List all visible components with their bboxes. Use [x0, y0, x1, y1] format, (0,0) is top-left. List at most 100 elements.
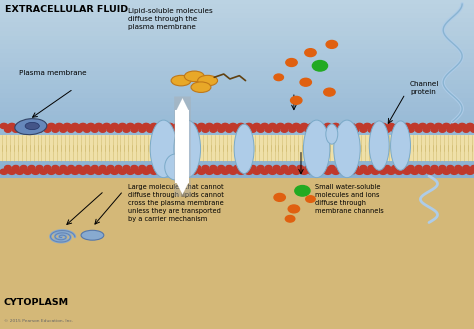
Circle shape — [376, 128, 383, 132]
Circle shape — [352, 128, 359, 132]
Circle shape — [435, 123, 442, 129]
Circle shape — [242, 128, 248, 132]
Circle shape — [297, 165, 303, 170]
Circle shape — [163, 165, 169, 170]
Bar — [0, 147, 474, 151]
Circle shape — [68, 128, 74, 132]
Circle shape — [289, 165, 296, 170]
Bar — [0, 27, 474, 31]
Circle shape — [308, 169, 316, 174]
Circle shape — [142, 123, 150, 129]
Circle shape — [284, 123, 292, 129]
Circle shape — [292, 123, 300, 129]
Circle shape — [64, 169, 71, 174]
Circle shape — [253, 123, 261, 129]
Circle shape — [253, 169, 261, 174]
Circle shape — [301, 123, 308, 129]
Circle shape — [395, 169, 403, 174]
Circle shape — [123, 128, 130, 132]
Circle shape — [234, 165, 240, 170]
Circle shape — [458, 123, 466, 129]
Circle shape — [245, 169, 253, 174]
Bar — [0, 5, 474, 9]
Ellipse shape — [191, 82, 211, 92]
Circle shape — [403, 169, 410, 174]
Bar — [0, 0, 474, 4]
Circle shape — [295, 186, 310, 196]
Circle shape — [100, 128, 106, 132]
Circle shape — [431, 165, 438, 170]
Circle shape — [5, 165, 11, 170]
Circle shape — [348, 123, 356, 129]
Circle shape — [47, 123, 55, 129]
Circle shape — [12, 128, 19, 132]
Circle shape — [408, 128, 414, 132]
Text: Large molecules that cannot
diffuse through lipids cannot
cross the plasma membr: Large molecules that cannot diffuse thro… — [128, 184, 224, 222]
Circle shape — [237, 169, 245, 174]
Ellipse shape — [198, 75, 218, 86]
Circle shape — [171, 165, 177, 170]
Bar — [0, 133, 474, 138]
Circle shape — [198, 123, 205, 129]
Circle shape — [87, 169, 95, 174]
Circle shape — [305, 165, 311, 170]
Circle shape — [281, 165, 288, 170]
Circle shape — [344, 128, 351, 132]
Circle shape — [210, 128, 217, 132]
Circle shape — [455, 128, 462, 132]
Circle shape — [163, 128, 169, 132]
Text: CYTOPLASM: CYTOPLASM — [4, 298, 69, 307]
Bar — [0, 138, 474, 142]
Circle shape — [135, 169, 142, 174]
Circle shape — [332, 169, 339, 174]
Circle shape — [202, 128, 209, 132]
Circle shape — [64, 123, 71, 129]
Circle shape — [40, 123, 47, 129]
Circle shape — [83, 128, 90, 132]
Bar — [0, 53, 474, 58]
Circle shape — [36, 128, 43, 132]
Circle shape — [210, 165, 217, 170]
Circle shape — [150, 123, 158, 129]
Ellipse shape — [391, 121, 410, 170]
Bar — [0, 18, 474, 22]
Circle shape — [150, 169, 158, 174]
Circle shape — [376, 165, 383, 170]
Circle shape — [182, 169, 190, 174]
Circle shape — [206, 169, 213, 174]
Circle shape — [439, 165, 446, 170]
Circle shape — [79, 123, 87, 129]
Bar — [0, 36, 474, 40]
Circle shape — [194, 128, 201, 132]
Circle shape — [344, 165, 351, 170]
Circle shape — [316, 123, 324, 129]
Circle shape — [372, 123, 379, 129]
Circle shape — [155, 128, 161, 132]
Circle shape — [368, 165, 374, 170]
Ellipse shape — [81, 230, 104, 240]
Text: Small water-soluble
molecules and ions
diffuse through
membrane channels: Small water-soluble molecules and ions d… — [315, 184, 384, 214]
Circle shape — [273, 128, 280, 132]
Circle shape — [368, 128, 374, 132]
Circle shape — [274, 74, 283, 81]
Circle shape — [372, 169, 379, 174]
Circle shape — [139, 128, 146, 132]
Circle shape — [190, 123, 197, 129]
Bar — [0, 93, 474, 98]
Circle shape — [284, 169, 292, 174]
Circle shape — [95, 123, 102, 129]
Text: © 2015 Pearson Education, Inc.: © 2015 Pearson Education, Inc. — [4, 319, 73, 323]
Ellipse shape — [326, 124, 338, 144]
Circle shape — [32, 123, 39, 129]
Circle shape — [147, 165, 154, 170]
Circle shape — [261, 123, 268, 129]
Circle shape — [24, 123, 31, 129]
Circle shape — [292, 169, 300, 174]
Circle shape — [103, 169, 110, 174]
Circle shape — [297, 128, 303, 132]
Text: EXTRACELLULAR FLUID: EXTRACELLULAR FLUID — [5, 5, 128, 14]
Bar — [0, 13, 474, 18]
Circle shape — [300, 78, 311, 86]
Circle shape — [415, 165, 422, 170]
Text: Plasma membrane: Plasma membrane — [19, 70, 87, 76]
